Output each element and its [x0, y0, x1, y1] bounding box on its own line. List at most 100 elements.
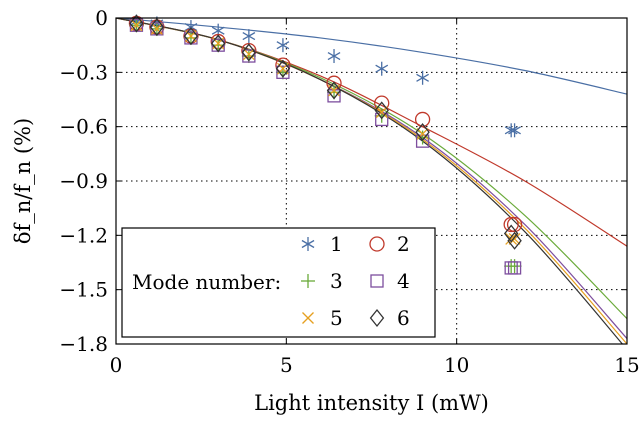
- cross-stroke: [150, 22, 163, 35]
- data-point-mode-4: [375, 112, 389, 127]
- data-point-mode-5: [416, 127, 429, 140]
- data-point-mode-6: [275, 59, 291, 78]
- data-point-mode-6: [241, 43, 257, 62]
- diamond-outline: [415, 123, 430, 142]
- cross-stroke: [416, 127, 429, 140]
- data-point-mode-6: [507, 231, 522, 250]
- data-point-mode-5: [130, 19, 143, 32]
- data-point-mode-1: [375, 61, 389, 76]
- circle-outline: [369, 236, 385, 252]
- data-point-mode-6: [129, 14, 144, 33]
- legend-label-mode-2: 2: [397, 232, 410, 256]
- data-point-mode-6: [503, 224, 519, 243]
- y-tick-label: 0: [95, 6, 108, 30]
- data-point-mode-3: [374, 108, 389, 123]
- cross-stroke: [375, 106, 388, 119]
- cross-stroke: [505, 232, 518, 245]
- circle-outline: [414, 111, 431, 128]
- diamond-outline: [503, 224, 519, 243]
- y-tick-label: −0.9: [59, 169, 108, 193]
- data-point-mode-2: [503, 216, 519, 233]
- asterisk-stroke: [276, 41, 290, 50]
- data-point-mode-6: [183, 27, 199, 46]
- legend-marker-mode-3: [301, 274, 315, 288]
- cross-stroke: [508, 232, 521, 245]
- square-outline: [507, 261, 522, 275]
- y-axis-title: δf_n/f_n (%): [11, 118, 35, 244]
- legend-label-mode-5: 5: [330, 306, 343, 330]
- data-point-mode-3: [507, 259, 522, 274]
- data-point-mode-4: [415, 134, 430, 148]
- square-outline: [276, 65, 290, 79]
- data-point-mode-1: [242, 29, 256, 44]
- cross-stroke: [302, 312, 314, 324]
- data-markers: [128, 14, 523, 275]
- square-outline: [415, 134, 430, 148]
- cross-stroke: [242, 48, 255, 61]
- asterisk-stroke: [375, 64, 389, 73]
- diamond-outline: [241, 43, 257, 62]
- x-tick-label: 5: [280, 353, 293, 377]
- data-point-mode-3: [415, 130, 430, 145]
- diamond-outline: [210, 34, 226, 53]
- data-point-mode-2: [506, 216, 523, 233]
- y-tick-label: −0.6: [59, 115, 108, 139]
- data-point-mode-1: [416, 70, 429, 85]
- data-point-mode-6: [210, 34, 226, 53]
- data-point-mode-1: [508, 123, 521, 138]
- square-outline: [370, 274, 384, 288]
- data-point-mode-4: [507, 261, 522, 275]
- data-point-mode-6: [149, 18, 165, 37]
- asterisk-stroke: [184, 22, 198, 32]
- y-tick-label: −1.5: [59, 278, 108, 302]
- y-tick-label: −1.2: [59, 223, 108, 247]
- x-tick-label: 15: [614, 353, 639, 377]
- axis-ticks: 0 5 10 150−0.3−0.6−0.9−1.2−1.5−1.8: [59, 6, 639, 377]
- data-point-mode-5: [505, 232, 518, 245]
- data-point-mode-5: [242, 48, 255, 61]
- data-point-mode-2: [414, 111, 431, 128]
- fit-curve-mode-2: [116, 18, 627, 247]
- diamond-outline: [374, 101, 389, 120]
- legend-title: Mode number:: [132, 270, 281, 294]
- asterisk-stroke: [508, 126, 521, 135]
- legend: Mode number: 1 2 3 4 5 6: [121, 227, 436, 338]
- asterisk-stroke: [211, 26, 225, 35]
- diamond-outline: [507, 231, 522, 250]
- x-tick-label: 0: [110, 353, 123, 377]
- legend-marker-mode-4: [370, 274, 384, 288]
- legend-label-mode-1: 1: [330, 232, 343, 256]
- data-point-mode-1: [276, 38, 290, 53]
- legend-marker-mode-6: [369, 308, 385, 328]
- legend-marker-mode-2: [369, 236, 385, 252]
- data-point-mode-4: [276, 65, 290, 79]
- data-point-mode-6: [374, 101, 389, 120]
- square-outline: [375, 112, 389, 127]
- legend-label-mode-6: 6: [397, 306, 410, 330]
- fit-curve-mode-1: [116, 18, 627, 95]
- asterisk-stroke: [327, 51, 341, 61]
- square-outline: [242, 49, 256, 63]
- diamond-outline: [326, 81, 342, 100]
- legend-marker-mode-1: [301, 237, 315, 251]
- diamond-outline: [369, 308, 385, 328]
- cross-stroke: [130, 19, 143, 32]
- diamond-outline: [183, 27, 199, 46]
- y-tick-label: −0.3: [59, 60, 108, 84]
- asterisk-stroke: [301, 239, 315, 249]
- diamond-outline: [275, 59, 291, 78]
- data-point-mode-5: [375, 106, 388, 119]
- data-point-mode-5: [150, 22, 163, 35]
- diamond-outline: [129, 14, 144, 33]
- circle-outline: [506, 216, 523, 233]
- legend-label-mode-3: 3: [330, 269, 343, 293]
- data-point-mode-5: [508, 232, 521, 245]
- data-point-mode-6: [415, 123, 430, 142]
- data-point-mode-1: [327, 49, 341, 64]
- circle-outline: [503, 216, 519, 233]
- data-point-mode-6: [326, 81, 342, 100]
- y-tick-label: −1.8: [59, 332, 108, 356]
- asterisk-stroke: [416, 73, 429, 82]
- x-axis-title: Light intensity I (mW): [254, 391, 489, 415]
